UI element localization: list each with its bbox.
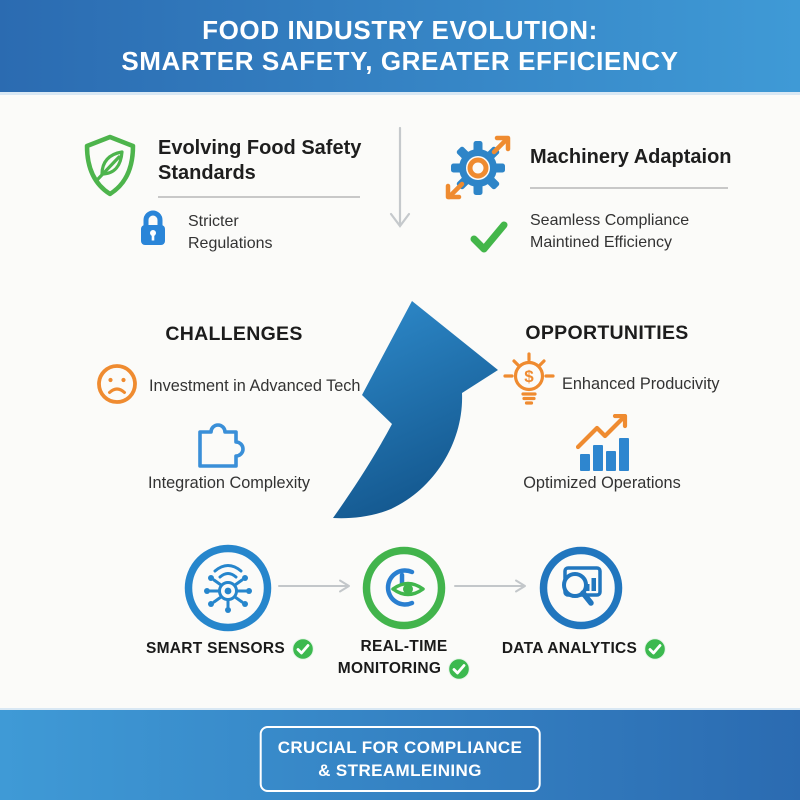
footer-line-1: CRUCIAL FOR COMPLIANCE <box>277 738 523 757</box>
machinery-item: Seamless Compliance Maintined Efficiency <box>530 210 689 254</box>
challenges-item-2: Integration Complexity <box>148 474 310 492</box>
food-safety-divider <box>158 196 360 198</box>
realtime-label-line2: MONITORING <box>337 660 442 677</box>
challenges-heading: CHALLENGES <box>165 323 303 345</box>
data-analytics-label-row: DATA ANALYTICS <box>488 638 680 660</box>
realtime-label-block: REAL-TIME MONITORING <box>318 638 490 680</box>
dollar-bulb-icon: $ <box>503 352 555 405</box>
smart-sensors-label-row: SMART SENSORS <box>130 638 330 660</box>
realtime-monitoring-icon <box>362 546 446 630</box>
puzzle-icon <box>198 423 245 468</box>
machinery-item-line2: Maintined Efficiency <box>530 234 672 251</box>
down-arrow-icon <box>389 126 411 228</box>
smart-sensors-label: SMART SENSORS <box>145 640 286 657</box>
footer-line-2: & STREAMLEINING <box>318 761 482 780</box>
footer-callout-box: CRUCIAL FOR COMPLIANCE & STREAMLEINING <box>259 726 541 792</box>
arrow-right-icon <box>454 579 526 593</box>
header-band: FOOD INDUSTRY EVOLUTION: SMARTER SAFETY,… <box>0 0 800 95</box>
arrow-right-icon <box>278 579 350 593</box>
check-badge-icon <box>644 638 666 660</box>
food-safety-item-line1: Stricter <box>188 213 239 230</box>
machinery-heading: Machinery Adaptaion <box>530 146 732 168</box>
gear-adapt-icon <box>445 135 511 200</box>
data-analytics-label: DATA ANALYTICS <box>501 640 638 657</box>
swoosh-arrow-icon <box>333 301 498 519</box>
opportunities-heading: OPPORTUNITIES <box>525 322 689 344</box>
realtime-label-row2: MONITORING <box>337 658 471 680</box>
page-title: FOOD INDUSTRY EVOLUTION: SMARTER SAFETY,… <box>0 0 800 77</box>
challenges-item-1: Investment in Advanced Tech <box>149 377 361 395</box>
lock-icon <box>141 210 165 245</box>
food-safety-item-line2: Regulations <box>188 235 273 252</box>
growth-chart-icon <box>576 414 629 471</box>
opportunities-item-1: Enhanced Producivity <box>562 375 720 393</box>
smart-sensors-icon <box>184 544 272 632</box>
check-badge-icon <box>448 658 471 680</box>
title-line-1: FOOD INDUSTRY EVOLUTION: <box>202 15 598 45</box>
opportunities-item-2: Optimized Operations <box>523 474 681 492</box>
svg-text:$: $ <box>524 367 534 386</box>
check-badge-icon <box>292 638 314 660</box>
data-analytics-icon <box>539 546 623 630</box>
food-safety-heading: Evolving Food Safety Standards <box>158 137 362 184</box>
title-line-2: SMARTER SAFETY, GREATER EFFICIENCY <box>121 46 679 76</box>
machinery-item-line1: Seamless Compliance <box>530 212 690 229</box>
realtime-label-line1: REAL-TIME <box>360 638 448 655</box>
food-safety-item: Stricter Regulations <box>188 211 273 255</box>
machinery-divider <box>530 187 728 189</box>
check-icon <box>470 221 508 253</box>
footer-band: CRUCIAL FOR COMPLIANCE & STREAMLEINING <box>0 708 800 800</box>
sad-face-icon <box>97 364 137 404</box>
shield-leaf-icon <box>84 134 136 197</box>
